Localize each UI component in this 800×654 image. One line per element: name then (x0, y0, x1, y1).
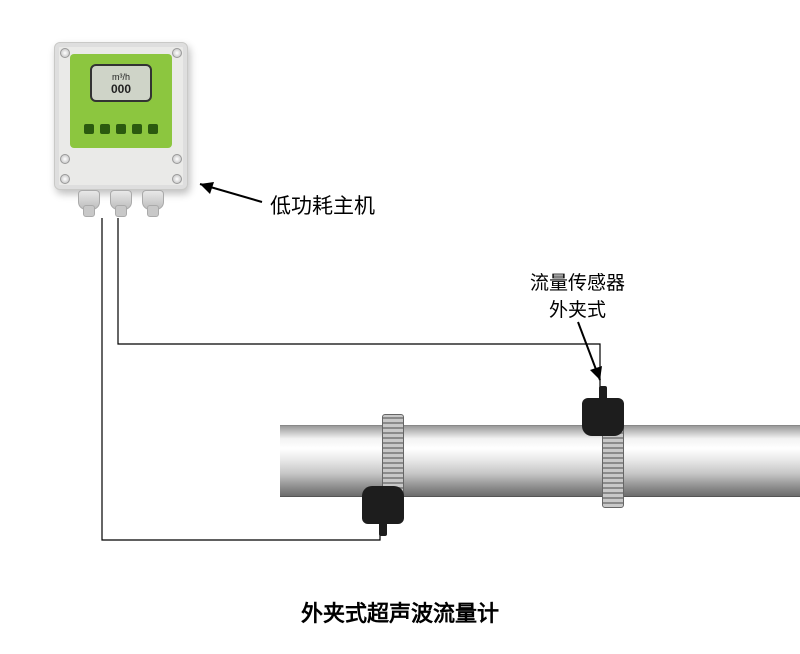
sensor-cable-stub (379, 522, 387, 536)
label-sensor: 流量传感器 外夹式 (530, 268, 625, 322)
flow-sensor-bottom (362, 486, 404, 524)
label-sensor-line2: 外夹式 (530, 295, 625, 322)
arrow-sensor-head (590, 366, 602, 380)
diagram-title: 外夹式超声波流量计 (301, 596, 499, 628)
host-button[interactable] (100, 124, 110, 134)
host-button[interactable] (84, 124, 94, 134)
lcd-value: 000 (92, 82, 150, 96)
host-device: m³/h 000 (54, 42, 188, 212)
screw-icon (172, 154, 182, 164)
screw-icon (60, 48, 70, 58)
pipe (280, 425, 800, 497)
screw-icon (60, 154, 70, 164)
wire-to-top-sensor (118, 218, 600, 398)
flow-sensor-top (582, 398, 624, 436)
cable-gland (78, 190, 100, 210)
cable-gland (142, 190, 164, 210)
cable-gland (110, 190, 132, 210)
host-button[interactable] (116, 124, 126, 134)
label-host: 低功耗主机 (270, 190, 375, 220)
arrow-host-head (200, 182, 214, 194)
screw-icon (172, 174, 182, 184)
screw-icon (172, 48, 182, 58)
label-sensor-line1: 流量传感器 (530, 268, 625, 295)
screw-icon (60, 174, 70, 184)
host-button-row (84, 124, 158, 134)
sensor-cable-stub (599, 386, 607, 400)
lcd-unit: m³/h (92, 72, 150, 82)
host-lcd: m³/h 000 (90, 64, 152, 102)
host-button[interactable] (148, 124, 158, 134)
cable-gland-row (78, 190, 164, 210)
host-button[interactable] (132, 124, 142, 134)
